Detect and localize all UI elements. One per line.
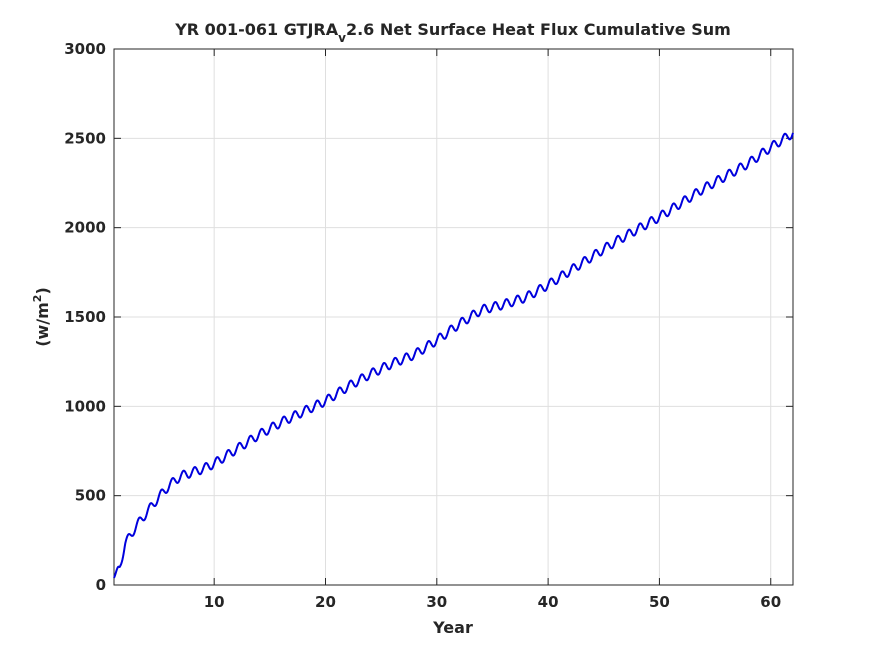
y-tick-label: 0 <box>96 576 106 594</box>
x-tick-label: 20 <box>315 593 336 611</box>
y-axis-label-superscript: 2 <box>31 295 44 303</box>
x-tick-labels: 10 20 30 40 50 60 <box>204 593 781 611</box>
chart-title: YR 001-061 GTJRAv2.6 Net Surface Heat Fl… <box>174 20 731 45</box>
y-tick-label: 500 <box>75 487 106 505</box>
y-axis-label-close: ) <box>33 287 52 294</box>
x-tick-label: 50 <box>649 593 670 611</box>
x-tick-label: 30 <box>426 593 447 611</box>
y-tick-label: 3000 <box>64 40 106 58</box>
chart-title-prefix: YR 001-061 GTJRA <box>174 20 339 39</box>
axis-ticks <box>114 48 793 586</box>
series-line-cumulative-sum <box>113 132 794 579</box>
x-axis-label: Year <box>432 618 473 637</box>
y-axis-label: (w/m2) <box>31 287 52 347</box>
y-tick-label: 2000 <box>64 219 106 237</box>
y-tick-label: 1000 <box>64 397 106 415</box>
y-axis-label-base: (w/m <box>33 302 52 347</box>
chart-title-subscript: v <box>338 31 346 45</box>
grid <box>114 49 793 585</box>
y-tick-labels: 0 500 1000 1500 2000 2500 3000 <box>64 40 106 594</box>
x-tick-label: 10 <box>204 593 225 611</box>
x-tick-label: 60 <box>760 593 781 611</box>
x-tick-label: 40 <box>538 593 559 611</box>
y-tick-label: 2500 <box>64 129 106 147</box>
y-tick-label: 1500 <box>64 308 106 326</box>
chart-title-suffix: 2.6 Net Surface Heat Flux Cumulative Sum <box>346 20 731 39</box>
